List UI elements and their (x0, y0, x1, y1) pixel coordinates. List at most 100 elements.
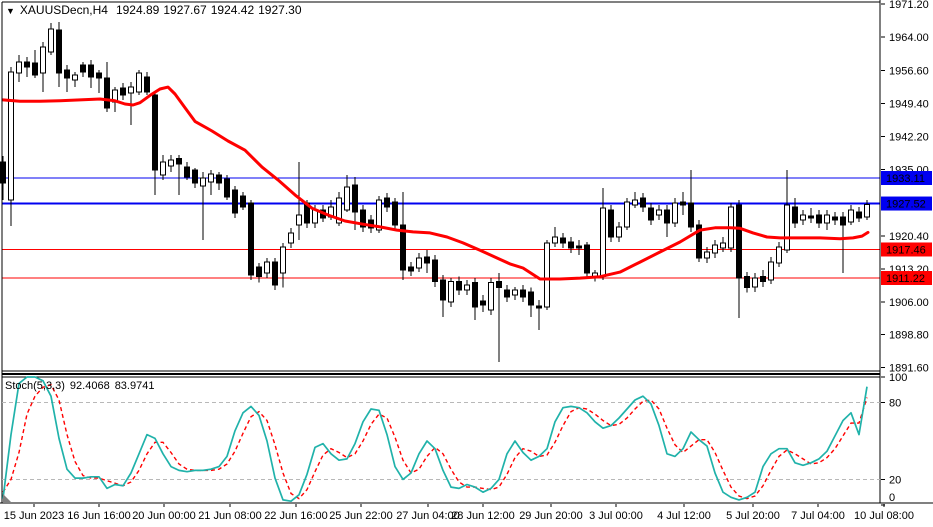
time-axis-label[interactable]: 7 Jul 04:00 (791, 510, 845, 522)
candle (528, 287, 534, 317)
candle (136, 69, 142, 95)
candle (344, 174, 350, 212)
badge-background (881, 196, 932, 211)
candle (544, 240, 550, 311)
candle (560, 232, 566, 248)
candle-body-bear (472, 282, 478, 308)
candle-body-bull (624, 201, 630, 228)
candle (568, 236, 574, 253)
candle-body-bear (496, 281, 502, 289)
ohlc-low: 1924.42 (211, 3, 255, 17)
candle (648, 203, 654, 226)
stoch-scale-label: 0 (889, 492, 895, 504)
time-axis-label[interactable]: 15 Jun 2023 (4, 510, 65, 522)
candle (824, 210, 830, 231)
badge-price-label: 1927.52 (886, 199, 926, 211)
candle (600, 188, 606, 280)
candle-body-bear (144, 76, 150, 93)
candle-body-bear (256, 266, 262, 278)
candle (688, 169, 694, 232)
candle (864, 199, 870, 221)
candle-body-bull (208, 173, 214, 183)
time-axis-label[interactable]: 16 Jun 16:00 (67, 510, 131, 522)
candle-body-bull (768, 261, 774, 281)
candle (696, 220, 702, 263)
price-level-badge[interactable]: 1917.46 (881, 242, 932, 257)
candle (752, 273, 758, 292)
time-axis-label[interactable]: 22 Jun 16:00 (264, 510, 328, 522)
stoch-scale-label: 20 (889, 474, 901, 486)
stoch-main-line (2, 376, 868, 503)
badge-background (881, 270, 932, 285)
candle-body-bull (296, 214, 302, 226)
candle (56, 21, 62, 88)
candle (264, 257, 270, 279)
candle (496, 273, 502, 363)
candle-body-bull (376, 199, 382, 231)
candle (656, 204, 662, 221)
candle (288, 227, 294, 248)
time-axis-label[interactable]: 10 Jul 08:00 (854, 510, 914, 522)
price-axis-label: 1920.40 (889, 231, 929, 243)
price-level-badge[interactable]: 1933.11 (881, 171, 932, 185)
candle-body-bear (528, 291, 534, 306)
candle-body-bear (760, 276, 766, 283)
candle (808, 208, 814, 223)
candle-body-bear (216, 174, 222, 184)
time-axis-label[interactable]: 4 Jul 12:00 (657, 510, 711, 522)
candle-body-bull (336, 197, 342, 224)
time-axis-label[interactable]: 20 Jun 00:00 (132, 510, 196, 522)
candle (248, 199, 254, 280)
horizontal-levels-layer[interactable] (2, 177, 880, 279)
candle (280, 242, 286, 288)
time-axis-label[interactable]: 28 Jun 12:00 (451, 510, 515, 522)
candle (640, 193, 646, 212)
candle (272, 257, 278, 290)
stochastic-name: Stoch(5,3,3) (5, 380, 65, 392)
candle (8, 67, 14, 227)
candle (240, 192, 246, 211)
candle-body-bull (312, 209, 318, 224)
candle-body-bull (168, 159, 174, 167)
candle (416, 252, 422, 273)
candle-body-bear (480, 300, 486, 306)
candle (80, 62, 86, 78)
candle (712, 240, 718, 258)
price-level-badge[interactable]: 1927.52 (881, 196, 932, 211)
candle-body-bull (416, 257, 422, 269)
price-level-badges[interactable]: 1933.11 1927.52 1917.46 1911.22 (881, 171, 932, 285)
time-axis-label[interactable]: 3 Jul 00:00 (589, 510, 643, 522)
candle-body-bear (560, 237, 566, 244)
panel-resize-handle-icon[interactable] (3, 494, 11, 502)
candle (216, 172, 222, 190)
stoch-scale-label: 100 (889, 372, 907, 384)
time-axis-label[interactable]: 25 Jun 22:00 (329, 510, 393, 522)
time-axis-label[interactable]: 29 Jun 20:00 (519, 510, 583, 522)
candle-body-bear (272, 261, 278, 286)
price-axis-label: 1898.80 (889, 330, 929, 342)
time-axis-label[interactable]: 27 Jun 04:00 (396, 510, 460, 522)
candle (144, 72, 150, 95)
badge-price-label: 1933.11 (886, 173, 925, 185)
candle-body-bear (240, 195, 246, 208)
candle (736, 199, 742, 318)
candle (680, 192, 686, 216)
candle-body-bear (792, 206, 798, 224)
ohlc-high: 1927.67 (163, 3, 207, 17)
price-level-badge[interactable]: 1911.22 (881, 270, 932, 285)
candle-body-bear (584, 244, 590, 274)
candle-body-bull (264, 261, 270, 274)
time-axis-label[interactable]: 21 Jun 08:00 (198, 510, 262, 522)
candle-body-bull (544, 242, 550, 308)
candle (744, 272, 750, 293)
price-axis-label: 1956.60 (889, 66, 929, 78)
candle-body-bear (664, 209, 670, 224)
candle-body-bear (504, 289, 510, 298)
candle (504, 284, 510, 302)
time-axis: 15 Jun 2023 16 Jun 16:00 20 Jun 00:00 21 Ju… (4, 504, 914, 522)
candle-body-bull (200, 177, 206, 187)
candle-body-bull (752, 277, 758, 288)
candle (536, 300, 542, 331)
time-axis-label[interactable]: 5 Jul 20:00 (726, 510, 780, 522)
